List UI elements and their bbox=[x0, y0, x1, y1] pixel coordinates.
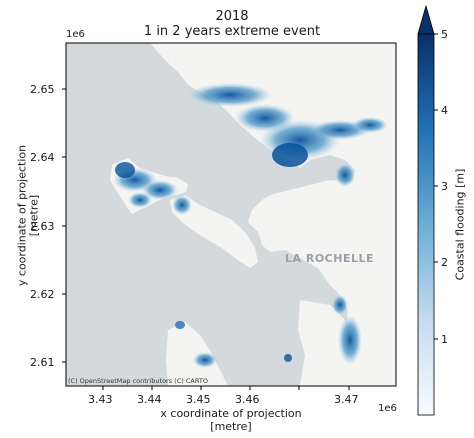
x-tick-label: 3.43 bbox=[88, 393, 113, 406]
x-ticks bbox=[102, 386, 350, 390]
y-tick-label: 2.64 bbox=[30, 151, 55, 164]
x-tick-label: 3.44 bbox=[137, 393, 162, 406]
x-axis-label-unit: [metre] bbox=[210, 420, 252, 433]
place-label: LA ROCHELLE bbox=[285, 252, 374, 265]
south-island bbox=[166, 322, 228, 386]
axes-frame bbox=[65, 42, 397, 387]
y-offset-label: 1e6 bbox=[66, 29, 85, 40]
y-axis-label-unit: [metre] bbox=[27, 194, 41, 237]
x-tick-label: 3.46 bbox=[235, 393, 260, 406]
colorbar bbox=[417, 4, 438, 416]
colorbar-tick: 2 bbox=[441, 256, 448, 269]
south-coast bbox=[298, 300, 355, 386]
colorbar-tick: 4 bbox=[441, 104, 448, 117]
y-ticks bbox=[62, 88, 66, 363]
flood-overlay bbox=[113, 83, 388, 368]
y-tick-label: 2.61 bbox=[30, 356, 55, 369]
y-tick-label: 2.63 bbox=[30, 220, 55, 233]
y-axis-label: y coordinate of projection bbox=[15, 144, 29, 287]
colorbar-tick: 5 bbox=[441, 28, 448, 41]
x-offset-label: 1e6 bbox=[378, 403, 397, 414]
map-panel: LA ROCHELLE (C) OpenStreetMap contributo… bbox=[66, 43, 396, 386]
x-tick-label: 3.45 bbox=[186, 393, 211, 406]
colorbar-tick: 1 bbox=[441, 333, 448, 346]
map-attribution: (C) OpenStreetMap contributors (C) CARTO bbox=[68, 377, 208, 385]
colorbar-tick: 3 bbox=[441, 180, 448, 193]
y-tick-label: 2.65 bbox=[30, 83, 55, 96]
chart-subtitle: 1 in 2 years extreme event bbox=[143, 24, 321, 39]
colorbar-label: Coastal flooding [m] bbox=[453, 168, 467, 281]
x-axis-label: x coordinate of projection bbox=[160, 407, 302, 420]
x-tick-label: 3.47 bbox=[334, 393, 359, 406]
y-tick-label: 2.62 bbox=[30, 288, 55, 301]
central-land bbox=[170, 195, 258, 268]
chart-title: 2018 bbox=[215, 9, 249, 24]
